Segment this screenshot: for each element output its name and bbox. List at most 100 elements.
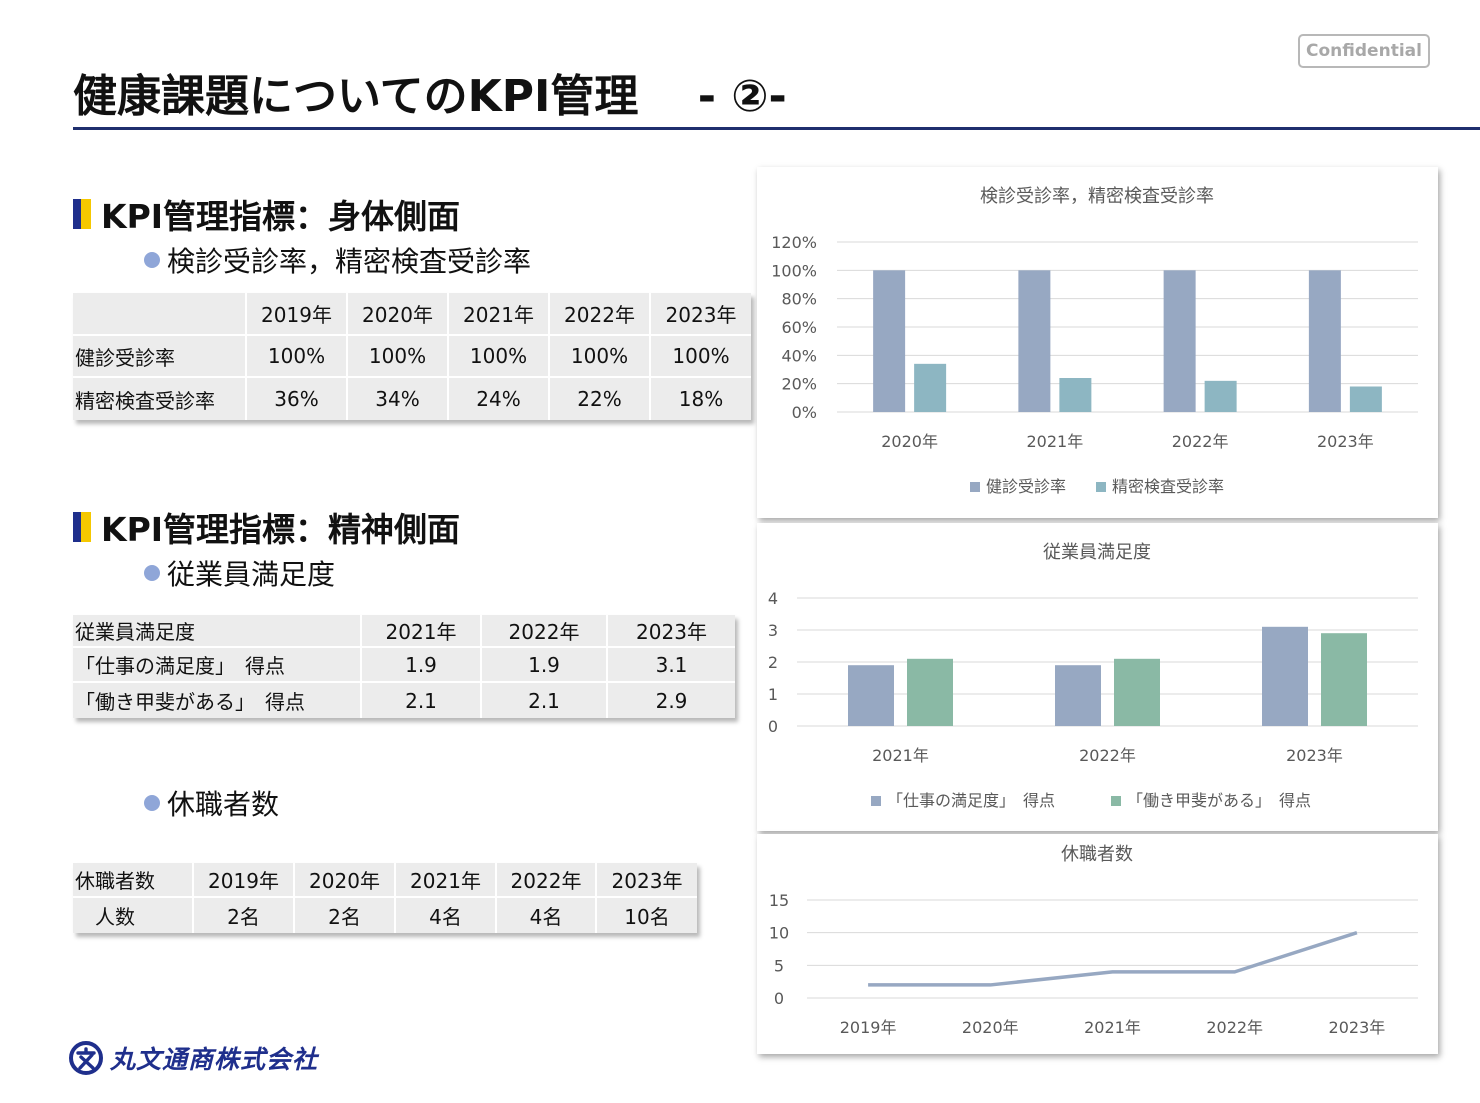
chart-panel-checkup: 検診受診率，精密検査受診率 120% 100% 80% 60% 40% 20% 0% 2020年… [757, 167, 1438, 518]
y-tick-label: 0 [774, 989, 784, 1008]
table-cell: 100% [247, 336, 348, 378]
bar [848, 665, 894, 726]
table-row-label: 健診受診率 [73, 336, 247, 378]
table-cell: 2.1 [482, 683, 608, 718]
table-cell: 2名 [194, 898, 295, 933]
table-cell: 4名 [497, 898, 597, 933]
table-row-label: 「働き甲斐がある」 得点 [73, 683, 362, 718]
table-cell: 10名 [624, 905, 670, 929]
y-tick-label: 15 [769, 891, 789, 910]
table-header-row: 従業員満足度 2021年 2022年 2023年 [73, 615, 735, 648]
table-header-row: 2019年 2020年 2021年 2022年 2023年 [73, 293, 751, 336]
x-tick-label: 2021年 [1084, 1018, 1141, 1037]
y-tick-label: 2 [768, 653, 778, 672]
bullet-dot-icon [144, 795, 160, 811]
x-tick-label: 2023年 [1329, 1018, 1386, 1037]
legend-swatch [1111, 796, 1121, 806]
table-cell: 100% [550, 336, 651, 378]
y-tick-label: 1 [768, 685, 778, 704]
bar [1059, 378, 1092, 412]
bullet-checkup-rate: 検診受診率，精密検査受診率 [144, 240, 531, 280]
table-row-label: 「仕事の満足度」 得点 [73, 648, 362, 683]
bar [1114, 658, 1160, 726]
table-header-cell: 2019年 [247, 293, 348, 336]
table-cell: 100% [449, 336, 550, 378]
bar [914, 363, 947, 412]
bullet-leave-count: 休職者数 [144, 783, 279, 823]
company-logo: 丸文通商株式会社 [68, 1040, 318, 1076]
y-tick-label: 120% [771, 233, 817, 252]
table-row: 「働き甲斐がある」 得点 2.1 2.1 2.9 [73, 683, 735, 718]
table-cell: 4名 [396, 898, 497, 933]
x-tick-label: 2021年 [1027, 432, 1084, 451]
chart-title: 休職者数 [1061, 844, 1133, 865]
y-tick-label: 80% [781, 290, 817, 309]
y-tick-label: 60% [781, 318, 817, 337]
x-tick-label: 2022年 [1206, 1018, 1263, 1037]
table-header-cell: 2023年 [651, 293, 751, 336]
table-row-label: 精密検査受診率 [73, 378, 247, 420]
table-header-cell: 休職者数 [73, 863, 194, 898]
checkup-rate-table: 2019年 2020年 2021年 2022年 2023年 健診受診率 100%… [73, 293, 751, 420]
x-tick-label: 2022年 [1079, 746, 1136, 765]
table-row: 健診受診率 100% 100% 100% 100% 100% [73, 336, 751, 378]
table-cell: 2.9 [655, 688, 688, 713]
section-marker-icon [73, 512, 91, 542]
table-header-cell: 2022年 [497, 863, 597, 898]
legend-label: 「仕事の満足度」 得点 [887, 791, 1055, 810]
legend-label: 健診受診率 [986, 477, 1066, 496]
table-header-cell: 2021年 [362, 615, 482, 648]
table-cell: 100% [348, 336, 449, 378]
table-cell: 1.9 [362, 648, 482, 683]
bar [873, 270, 906, 412]
confidential-badge: Confidential [1298, 34, 1430, 68]
chart-panel-leave: 休職者数 15 10 5 0 2019年 2020年 2021年 2022年 2023年 [757, 834, 1438, 1054]
y-tick-label: 5 [774, 956, 784, 975]
chart-panel-satisfaction: 従業員満足度 4 3 2 1 0 2021年 2022年 2023年 「仕事の満足度」 得点 「働き… [757, 523, 1438, 831]
legend-swatch [871, 796, 881, 806]
x-tick-label: 2019年 [840, 1018, 897, 1037]
table-row: 「仕事の満足度」 得点 1.9 1.9 3.1 [73, 648, 735, 683]
section-heading-mental-text: KPI管理指標：精神側面 [101, 510, 461, 549]
table-header-cell: 2020年 [348, 293, 449, 336]
y-tick-label: 20% [781, 375, 817, 394]
legend-label: 「働き甲斐がある」 得点 [1127, 791, 1311, 810]
company-name: 丸文通商株式会社 [110, 1045, 319, 1074]
x-tick-label: 2021年 [872, 746, 929, 765]
table-header-cell: 従業員満足度 [73, 615, 362, 648]
section-marker-icon [73, 199, 91, 229]
bar [1308, 270, 1341, 412]
leave-count-table: 休職者数 2019年 2020年 2021年 2022年 2023年 人数 2名… [73, 863, 697, 933]
table-header-cell: 2019年 [194, 863, 295, 898]
x-tick-label: 2020年 [881, 432, 938, 451]
table-header-row: 休職者数 2019年 2020年 2021年 2022年 2023年 [73, 863, 697, 898]
bar [907, 658, 953, 726]
table-header-cell: 2023年 [597, 863, 697, 898]
legend-swatch [970, 482, 980, 492]
bullet-employee-satisfaction: 従業員満足度 [144, 553, 335, 593]
bar [1163, 270, 1196, 412]
chart-title: 従業員満足度 [1043, 542, 1151, 563]
table-row: 精密検査受診率 36% 34% 24% 22% 18% [73, 378, 751, 420]
table-row-label: 人数 [73, 898, 194, 933]
table-header-cell: 2020年 [295, 863, 396, 898]
y-tick-label: 4 [768, 589, 778, 608]
chart-checkup-rate: 検診受診率，精密検査受診率 120% 100% 80% 60% 40% 20% 0% 2020年… [771, 186, 1418, 496]
y-tick-label: 100% [771, 261, 817, 280]
y-tick-label: 10 [769, 924, 789, 943]
chart-employee-satisfaction: 従業員満足度 4 3 2 1 0 2021年 2022年 2023年「仕事の満足度」 得点 「働き… [768, 542, 1418, 810]
section-heading-physical-text: KPI管理指標：身体側面 [101, 197, 461, 236]
bullet-dot-icon [144, 565, 160, 581]
table-cell: 2.1 [362, 683, 482, 718]
table-row: 人数 2名 2名 4名 4名 10名 [73, 898, 697, 933]
table-header-cell: 2022年 [550, 293, 651, 336]
section-heading-mental: KPI管理指標：精神側面 [73, 503, 460, 551]
table-cell: 22% [550, 378, 651, 420]
bar [1018, 270, 1051, 412]
title-underline [73, 127, 1480, 130]
legend-label: 精密検査受診率 [1112, 477, 1224, 496]
bar [1055, 665, 1101, 726]
table-cell: 36% [247, 378, 348, 420]
table-cell: 34% [348, 378, 449, 420]
y-tick-label: 40% [781, 346, 817, 365]
